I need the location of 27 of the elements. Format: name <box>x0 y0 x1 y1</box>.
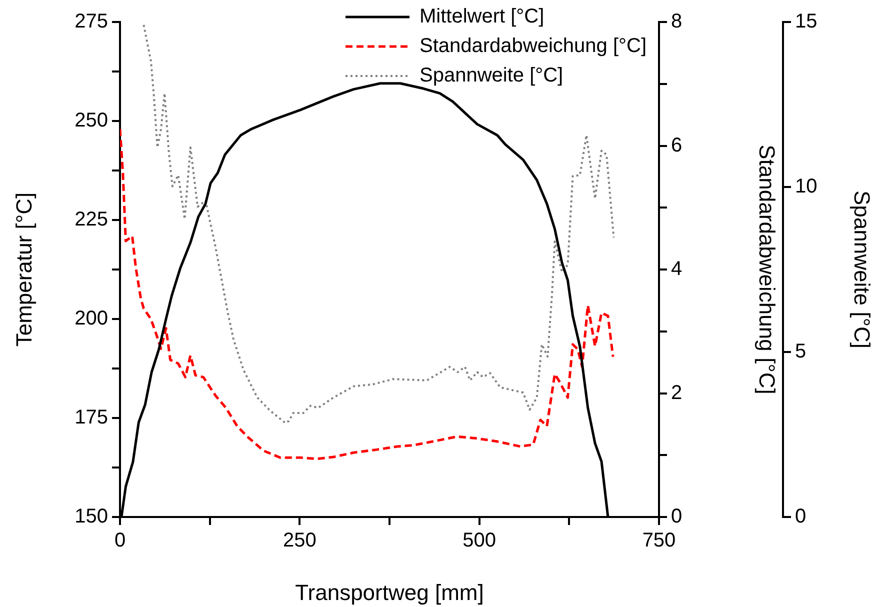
y2-axis-title: Standardabweichung [°C] <box>754 144 780 394</box>
x-axis-title: Transportweg [mm] <box>295 580 484 605</box>
x-tick-label: 500 <box>462 530 496 552</box>
y-tick-label: 150 <box>74 506 108 528</box>
y2-tick-label: 4 <box>671 258 682 280</box>
y2-tick-label: 2 <box>671 382 682 404</box>
y-tick-label: 225 <box>74 208 108 231</box>
y2-tick-label: 8 <box>671 10 682 33</box>
y-tick-label: 250 <box>74 110 108 132</box>
x-tick-label: 250 <box>282 530 316 552</box>
x-tick-label: 0 <box>114 530 126 552</box>
y3-tick-label: 15 <box>795 10 818 33</box>
legend-label: Standardabweichung [°C] <box>419 35 647 58</box>
y3-tick-label: 0 <box>795 506 806 528</box>
y-axis-title: Temperatur [°C] <box>11 192 36 347</box>
line-series <box>120 128 614 460</box>
legend-label: Spannweite [°C] <box>419 64 564 87</box>
y3-tick-label: 10 <box>795 176 818 198</box>
y3-axis-title: Spannweite [°C] <box>850 190 875 348</box>
x-tick-label: 750 <box>642 530 676 552</box>
y-tick-label: 175 <box>74 406 108 429</box>
legend-label: Mittelwert [°C] <box>419 6 544 28</box>
y2-tick-label: 0 <box>671 506 682 528</box>
y2-tick-label: 6 <box>671 134 682 156</box>
y3-tick-label: 5 <box>795 340 806 363</box>
y-tick-label: 275 <box>74 10 108 33</box>
y-tick-label: 200 <box>74 308 108 330</box>
